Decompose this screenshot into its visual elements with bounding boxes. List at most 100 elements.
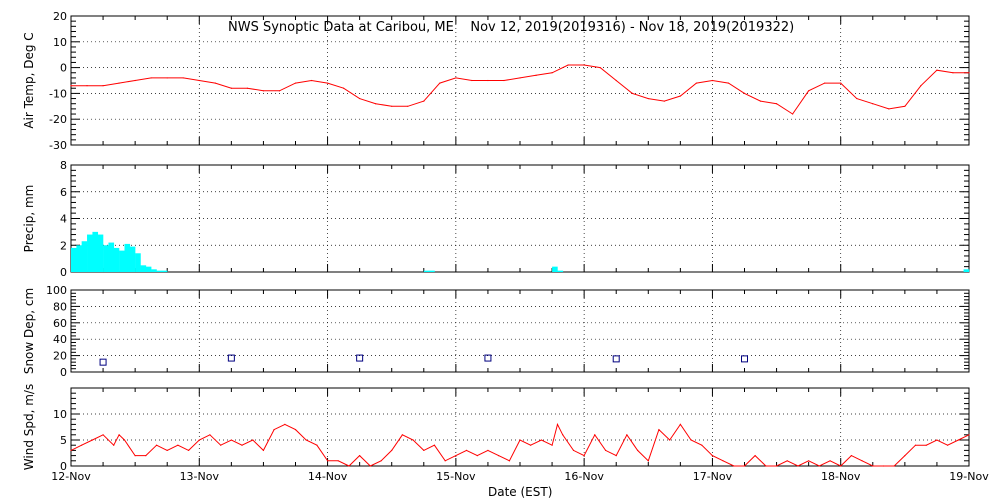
data-point — [455, 77, 457, 79]
y-tick-label: 10 — [53, 36, 67, 49]
snow-marker — [484, 354, 492, 362]
data-point — [316, 444, 318, 446]
data-point — [166, 77, 168, 79]
data-point — [759, 100, 762, 102]
y-tick-label: -30 — [49, 139, 67, 152]
data-point — [604, 449, 607, 451]
data-point — [134, 455, 136, 457]
data-point — [946, 444, 949, 446]
data-point — [711, 455, 714, 457]
y-tick-label: 2 — [60, 239, 67, 252]
data-point — [615, 455, 617, 457]
data-point — [535, 74, 537, 76]
data-point — [273, 429, 275, 431]
precip-bar — [108, 242, 115, 272]
plot-frame — [70, 289, 970, 373]
data-point — [198, 79, 200, 82]
y-axis-label: Wind Spd, m/s — [22, 384, 36, 470]
y-tick-label: 40 — [53, 333, 67, 346]
x-tick-label: 19-Nov — [949, 470, 989, 483]
data-point — [743, 465, 746, 467]
data-point — [359, 97, 361, 100]
data-point — [936, 69, 938, 71]
data-point — [920, 85, 922, 87]
data-point — [888, 108, 890, 110]
y-tick-label: 0 — [60, 266, 67, 279]
plot-frame — [70, 15, 970, 146]
data-point — [968, 72, 970, 74]
data-point — [829, 460, 831, 462]
data-point — [786, 460, 788, 462]
panel-precip: 0 2 4 6 8 Precip, mm — [22, 159, 970, 279]
y-tick-label: 0 — [60, 62, 67, 75]
data-point — [551, 72, 553, 74]
panel-snow-depth: 0 20 40 60 80 100 Snow Dep, cm — [22, 284, 970, 379]
data-point — [380, 460, 382, 462]
precip-bar — [97, 234, 104, 272]
y-tick-label: 4 — [60, 213, 67, 226]
data-point — [840, 465, 842, 467]
data-point — [765, 465, 767, 467]
data-point — [423, 449, 425, 451]
snow-marker — [227, 354, 235, 362]
data-point — [669, 439, 671, 441]
data-point — [556, 423, 559, 425]
data-point — [310, 79, 313, 82]
data-point — [359, 455, 361, 457]
data-point — [209, 434, 211, 436]
data-point — [284, 423, 286, 425]
data-point — [663, 100, 665, 102]
precip-bar — [963, 269, 970, 272]
y-tick-label: 0 — [60, 366, 67, 379]
precip-bar — [124, 243, 131, 272]
data-point — [893, 465, 895, 467]
y-axis-label: Snow Dep, cm — [22, 288, 36, 374]
data-point — [262, 90, 265, 92]
data-point — [444, 460, 446, 462]
data-point — [540, 439, 543, 441]
data-point — [743, 92, 746, 94]
data-point — [476, 455, 478, 457]
data-point — [818, 465, 820, 467]
snow-marker — [99, 358, 107, 366]
precip-bar — [119, 250, 125, 272]
x-tick-label: 18-Nov — [821, 470, 861, 483]
data-point — [252, 439, 254, 441]
data-point — [850, 455, 852, 457]
x-tick-label: 12-Nov — [51, 470, 91, 483]
chart-title: NWS Synoptic Data at Caribou, ME Nov 12,… — [228, 20, 795, 35]
data-point — [599, 67, 601, 69]
data-point — [775, 465, 778, 467]
data-point — [305, 439, 307, 441]
data-point — [145, 455, 147, 457]
y-tick-label: 100 — [46, 284, 67, 297]
data-point — [391, 105, 393, 107]
y-tick-label: 0 — [60, 460, 67, 473]
x-axis-label: Date (EST) — [488, 485, 553, 499]
data-point — [695, 82, 697, 84]
data-point — [102, 85, 104, 87]
data-point — [246, 87, 248, 89]
data-point — [701, 444, 703, 446]
data-point — [155, 444, 158, 446]
data-point — [81, 444, 83, 446]
data-point — [348, 465, 350, 467]
precip-bar — [71, 247, 77, 272]
data-point — [375, 103, 377, 105]
precip-bar — [81, 241, 88, 272]
precip-bar — [140, 265, 147, 272]
data-point — [118, 82, 120, 84]
data-point — [856, 97, 858, 100]
y-tick-label: -10 — [49, 87, 67, 100]
data-point — [220, 444, 222, 446]
data-point — [658, 429, 660, 431]
data-point — [166, 449, 168, 451]
data-point — [439, 82, 441, 84]
data-point — [471, 79, 473, 82]
data-point — [278, 90, 281, 92]
precip-bar — [429, 270, 435, 272]
precip-bar — [135, 253, 141, 272]
data-point — [70, 85, 72, 87]
data-point — [797, 465, 799, 467]
